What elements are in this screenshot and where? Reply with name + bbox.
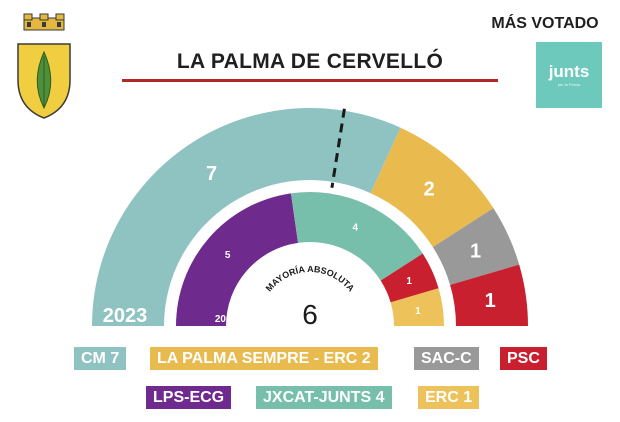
inner-slice-psc xyxy=(380,253,439,303)
legend-item-erc: ERC 1 xyxy=(418,386,480,409)
year-label-2019: 2019 xyxy=(215,314,238,325)
outer-slice-cm-7 xyxy=(91,107,401,326)
outer-seat-label-sac-c: 1 xyxy=(470,240,481,262)
most-voted-party-logo: junts per la Palma xyxy=(536,42,602,108)
inner-seat-label-erc-1: 1 xyxy=(415,306,421,317)
title-underline xyxy=(122,79,498,82)
outer-seat-label-la-palma-sempre-erc-2: 2 xyxy=(424,178,435,200)
inner-slice-erc-1 xyxy=(390,288,444,326)
majority-label: MAYORÍA ABSOLUTA xyxy=(264,264,357,294)
majority-line xyxy=(330,108,346,188)
inner-seat-label-psc: 1 xyxy=(406,276,412,287)
coat-of-arms-icon xyxy=(17,13,71,119)
outer-slice-psc xyxy=(450,264,528,326)
party-logo-word: junts xyxy=(548,62,590,81)
most-voted-label: MÁS VOTADO xyxy=(491,15,599,32)
legend-item-la-palma-sempre-erc: LA PALMA SEMPRE - ERC 2 xyxy=(150,347,378,370)
year-label-2023: 2023 xyxy=(103,305,148,327)
outer-slice-sac-c xyxy=(432,208,520,285)
inner-slice-lps-ecg xyxy=(176,193,299,326)
legend-item-psc: PSC xyxy=(500,347,547,370)
party-logo-tagline: per la Palma xyxy=(557,82,581,87)
majority-value: 6 xyxy=(302,299,318,330)
legend-item-sac-c: SAC-C xyxy=(414,347,479,370)
legend-item-lps-ecg: LPS-ECG xyxy=(146,386,232,409)
page-title: LA PALMA DE CERVELLÓ xyxy=(176,50,444,73)
outer-seat-label-psc: 1 xyxy=(485,290,496,312)
inner-slice-jxcat-junts-4 xyxy=(290,192,423,281)
outer-seat-label-cm-7: 7 xyxy=(206,163,217,185)
legend-item-cm: CM 7 xyxy=(74,347,127,370)
inner-seat-label-lps-ecg: 5 xyxy=(225,250,231,261)
inner-seat-label-jxcat-junts-4: 4 xyxy=(352,222,358,233)
legend-item-jxcat-junts: JXCAT-JUNTS 4 xyxy=(256,386,392,409)
outer-slice-la-palma-sempre-erc-2 xyxy=(370,127,494,248)
